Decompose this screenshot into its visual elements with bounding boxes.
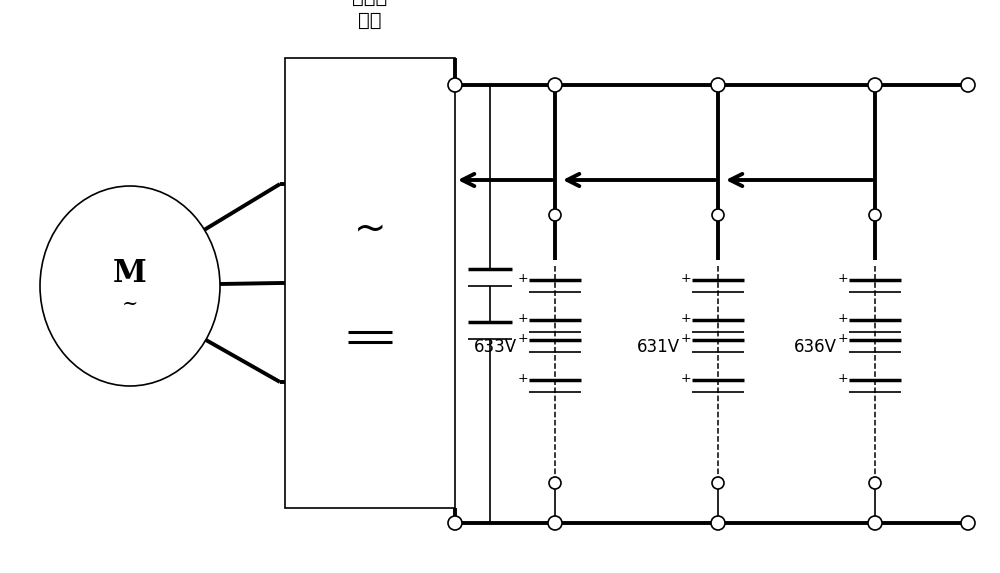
- Circle shape: [549, 209, 561, 221]
- Circle shape: [711, 516, 725, 530]
- Bar: [285, 58, 455, 508]
- Text: 牵引变
流器: 牵引变 流器: [352, 0, 388, 30]
- Circle shape: [712, 209, 724, 221]
- Text: +: +: [681, 332, 691, 344]
- Text: +: +: [518, 312, 528, 324]
- Circle shape: [549, 477, 561, 489]
- Text: 631V: 631V: [637, 338, 680, 356]
- Text: +: +: [681, 312, 691, 324]
- Text: +: +: [838, 332, 848, 344]
- Text: 633V: 633V: [474, 338, 517, 356]
- Text: M: M: [113, 258, 147, 289]
- Circle shape: [869, 477, 881, 489]
- Text: +: +: [838, 371, 848, 384]
- Circle shape: [448, 516, 462, 530]
- Circle shape: [868, 78, 882, 92]
- Text: +: +: [681, 371, 691, 384]
- Text: +: +: [518, 272, 528, 285]
- Circle shape: [548, 78, 562, 92]
- Circle shape: [961, 516, 975, 530]
- Text: ~: ~: [122, 295, 138, 313]
- Text: 636V: 636V: [794, 338, 837, 356]
- Circle shape: [548, 516, 562, 530]
- Circle shape: [711, 78, 725, 92]
- Text: +: +: [838, 312, 848, 324]
- Text: ~: ~: [354, 210, 386, 248]
- Text: +: +: [838, 272, 848, 285]
- Text: +: +: [518, 332, 528, 344]
- Circle shape: [448, 78, 462, 92]
- Circle shape: [961, 78, 975, 92]
- Circle shape: [868, 516, 882, 530]
- Ellipse shape: [40, 186, 220, 386]
- Text: +: +: [518, 371, 528, 384]
- Circle shape: [869, 209, 881, 221]
- Circle shape: [712, 477, 724, 489]
- Text: +: +: [681, 272, 691, 285]
